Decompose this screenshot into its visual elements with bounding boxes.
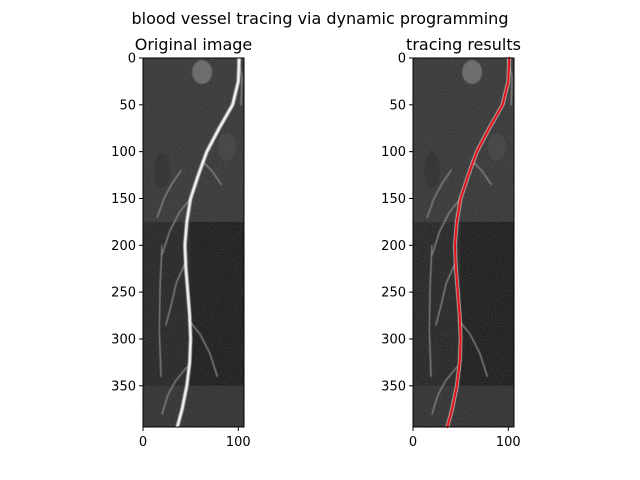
y-tick-label: 200 [111, 239, 136, 254]
side-branch-vessel [201, 160, 222, 186]
side-branch-vessel [426, 169, 452, 218]
side-branch-vessel [428, 244, 433, 378]
side-branch-vessel [458, 319, 488, 378]
x-tick-label: 100 [226, 435, 251, 450]
tissue-blob [462, 60, 483, 85]
main-vessel [175, 56, 241, 429]
panel-title: tracing results [406, 35, 521, 54]
side-branch-vessel [161, 197, 192, 256]
y-tick-label: 350 [111, 379, 136, 394]
tissue-blob [154, 152, 171, 189]
y-tick-label: 100 [111, 145, 136, 160]
y-tick-label: 0 [128, 52, 136, 67]
side-branch-vessel [165, 263, 186, 326]
y-tick-label: 150 [381, 192, 406, 207]
y-tick-label: 350 [381, 379, 406, 394]
side-branch-vessel [161, 366, 188, 415]
tissue-blob [424, 152, 441, 189]
traced-path-line [446, 56, 511, 429]
side-branch-vessel [158, 244, 163, 378]
y-tick-label: 150 [111, 192, 136, 207]
tissue-blob [217, 132, 236, 161]
x-tick-label: 0 [139, 435, 147, 450]
axes-frame [142, 57, 245, 428]
y-tick-label: 300 [381, 332, 406, 347]
y-tick-label: 0 [398, 52, 406, 67]
panel-title: Original image [135, 35, 253, 54]
side-branch-vessel [431, 197, 462, 256]
y-tick-label: 250 [381, 286, 406, 301]
figure-suptitle: blood vessel tracing via dynamic program… [132, 9, 509, 28]
x-tick-label: 100 [496, 435, 521, 450]
x-tick-label: 0 [409, 435, 417, 450]
axes-frame [412, 57, 515, 428]
y-tick-label: 250 [111, 286, 136, 301]
image-grain [413, 58, 514, 427]
side-branch-vessel [188, 319, 218, 378]
tissue-blob [487, 132, 506, 161]
side-branch-vessel [156, 169, 182, 218]
side-branch-vessel [471, 160, 492, 186]
tissue-blob [192, 60, 213, 85]
y-tick-label: 100 [381, 145, 406, 160]
side-branch-vessel [435, 263, 456, 326]
y-tick-label: 50 [389, 98, 406, 113]
y-tick-label: 50 [119, 98, 136, 113]
y-tick-label: 300 [111, 332, 136, 347]
side-branch-vessel [431, 366, 458, 415]
y-tick-label: 200 [381, 239, 406, 254]
image-grain [143, 58, 244, 427]
